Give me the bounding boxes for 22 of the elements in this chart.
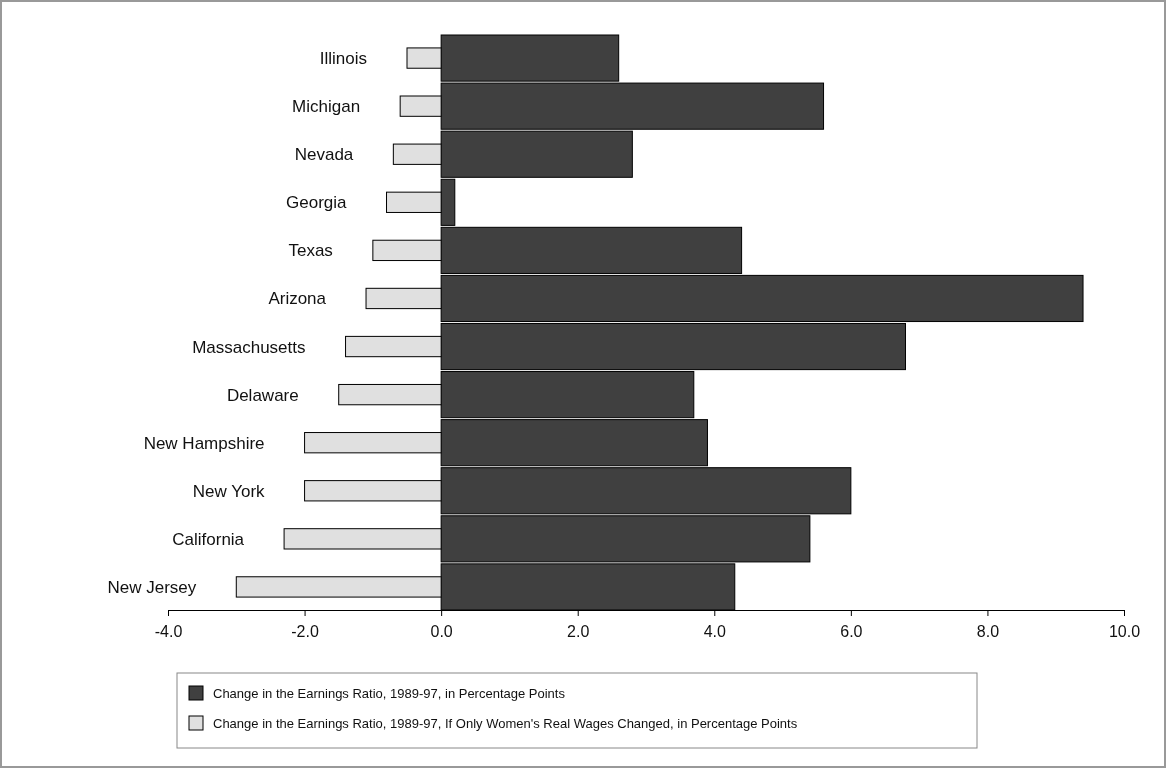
legend-label: Change in the Earnings Ratio, 1989-97, in Percentage Points	[213, 686, 566, 701]
y-tick-label: New Hampshire	[143, 433, 265, 453]
y-tick-label: Nevada	[294, 145, 354, 165]
legend-label: Change in the Earnings Ratio, 1989-97, If Only Women's Real Wages Changed, in Percentage Points	[213, 716, 798, 731]
y-tick-label: California	[172, 529, 245, 549]
x-tick-label: 2.0	[567, 622, 590, 640]
x-tick-label: 6.0	[840, 622, 863, 640]
x-tick-label: -2.0	[291, 622, 319, 640]
y-tick-label: Illinois	[319, 49, 367, 69]
x-tick-label: 4.0	[703, 622, 726, 640]
y-tick-label: Massachusetts	[192, 337, 306, 357]
y-tick-label: Michigan	[292, 97, 361, 117]
y-tick-label: Texas	[288, 241, 333, 261]
y-tick-label: New York	[192, 481, 266, 501]
x-tick-label: 0.0	[430, 622, 453, 640]
y-tick-label: Georgia	[286, 193, 348, 213]
x-tick-label: -4.0	[154, 622, 183, 640]
x-tick-label: 8.0	[976, 622, 1000, 640]
y-tick-label: New Jersey	[107, 577, 197, 597]
x-tick-label: 10.0	[1108, 622, 1141, 640]
y-tick-label: Arizona	[268, 289, 327, 309]
y-tick-label: Delaware	[226, 385, 299, 405]
